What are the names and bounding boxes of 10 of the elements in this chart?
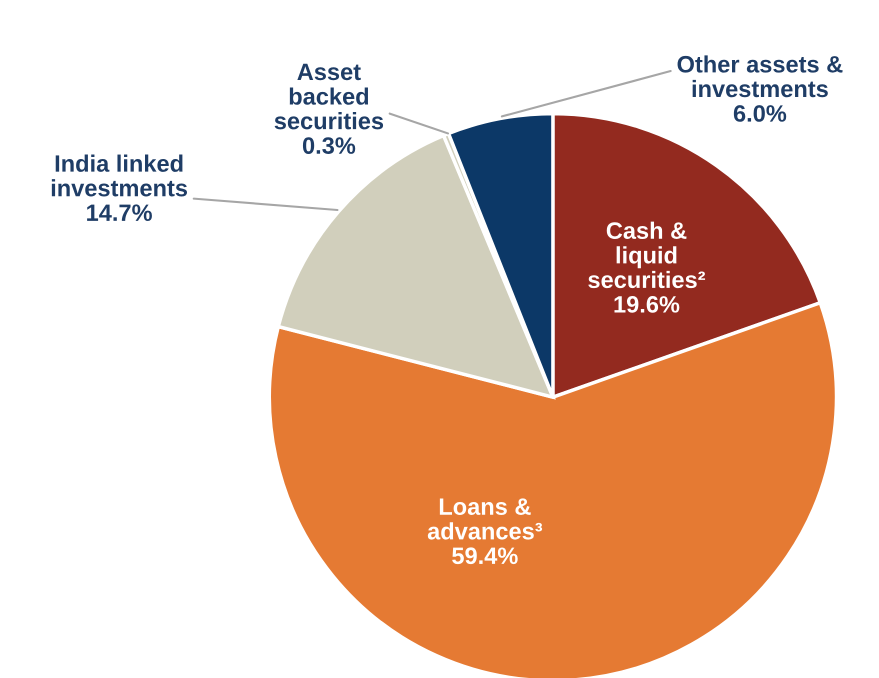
data-label: 0.3%	[302, 137, 356, 154]
slice-label: Cash & liquid securities²	[588, 222, 706, 288]
data-label: 19.6%	[614, 296, 680, 313]
slice-label: India linked investments	[52, 154, 188, 196]
slice-label: Loans & advances³	[428, 498, 542, 540]
slice-label: Other assets & investments	[678, 55, 843, 98]
data-label: 59.4%	[452, 547, 518, 564]
data-label: 6.0%	[734, 105, 786, 122]
slice-label: Asset backed securities	[274, 64, 384, 130]
data-label: 14.7%	[87, 204, 152, 222]
